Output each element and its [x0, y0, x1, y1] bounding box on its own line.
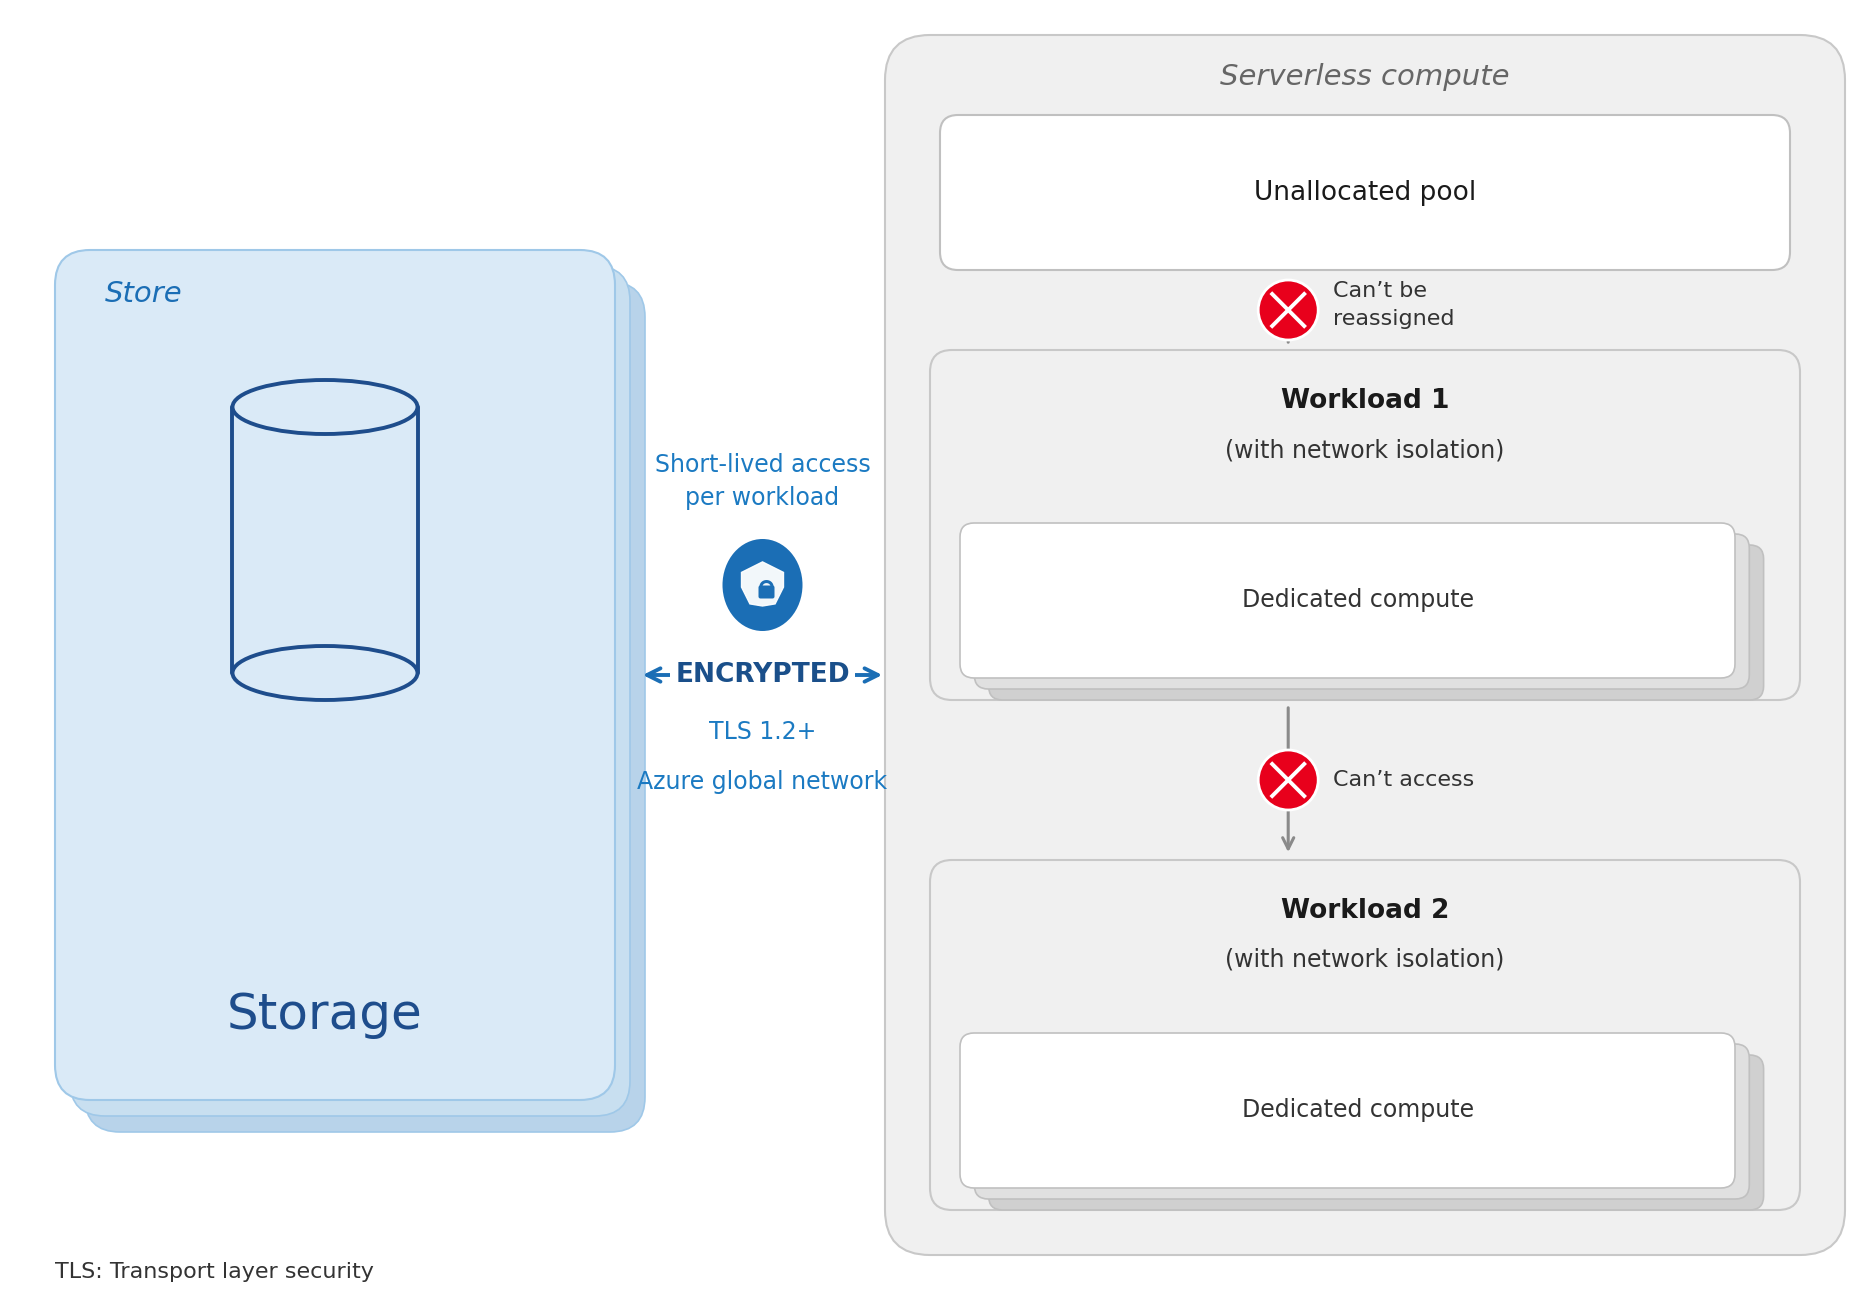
- Text: Azure global network: Azure global network: [638, 770, 887, 794]
- Ellipse shape: [232, 646, 418, 700]
- Polygon shape: [741, 562, 784, 607]
- FancyBboxPatch shape: [54, 250, 615, 1100]
- FancyBboxPatch shape: [930, 859, 1800, 1210]
- Text: Storage: Storage: [227, 990, 424, 1039]
- Text: (with network isolation): (with network isolation): [1224, 948, 1504, 972]
- Text: Serverless compute: Serverless compute: [1221, 63, 1509, 90]
- FancyBboxPatch shape: [69, 266, 630, 1116]
- Text: Unallocated pool: Unallocated pool: [1254, 179, 1476, 206]
- Text: ENCRYPTED: ENCRYPTED: [675, 662, 849, 688]
- FancyBboxPatch shape: [84, 282, 645, 1132]
- FancyBboxPatch shape: [975, 1044, 1749, 1199]
- Text: Dedicated compute: Dedicated compute: [1243, 588, 1474, 613]
- Circle shape: [1258, 751, 1318, 810]
- FancyBboxPatch shape: [975, 534, 1749, 689]
- FancyBboxPatch shape: [885, 35, 1845, 1255]
- FancyBboxPatch shape: [930, 350, 1800, 700]
- Text: Short-lived access
per workload: Short-lived access per workload: [654, 452, 870, 510]
- Ellipse shape: [722, 538, 802, 631]
- FancyBboxPatch shape: [960, 523, 1734, 679]
- Circle shape: [1258, 280, 1318, 341]
- Text: Workload 1: Workload 1: [1281, 388, 1449, 414]
- FancyBboxPatch shape: [759, 586, 774, 599]
- FancyBboxPatch shape: [960, 1034, 1734, 1188]
- FancyBboxPatch shape: [988, 545, 1764, 700]
- FancyBboxPatch shape: [939, 115, 1791, 270]
- Text: Dedicated compute: Dedicated compute: [1243, 1099, 1474, 1123]
- Text: TLS 1.2+: TLS 1.2+: [709, 721, 816, 744]
- Text: Workload 2: Workload 2: [1281, 897, 1449, 924]
- Ellipse shape: [232, 380, 418, 434]
- Text: Store: Store: [105, 280, 182, 308]
- Text: Can’t access: Can’t access: [1333, 770, 1474, 790]
- Text: (with network isolation): (with network isolation): [1224, 438, 1504, 462]
- Text: Can’t be
reassigned: Can’t be reassigned: [1333, 282, 1455, 329]
- FancyBboxPatch shape: [988, 1055, 1764, 1210]
- Text: TLS: Transport layer security: TLS: Transport layer security: [54, 1262, 373, 1282]
